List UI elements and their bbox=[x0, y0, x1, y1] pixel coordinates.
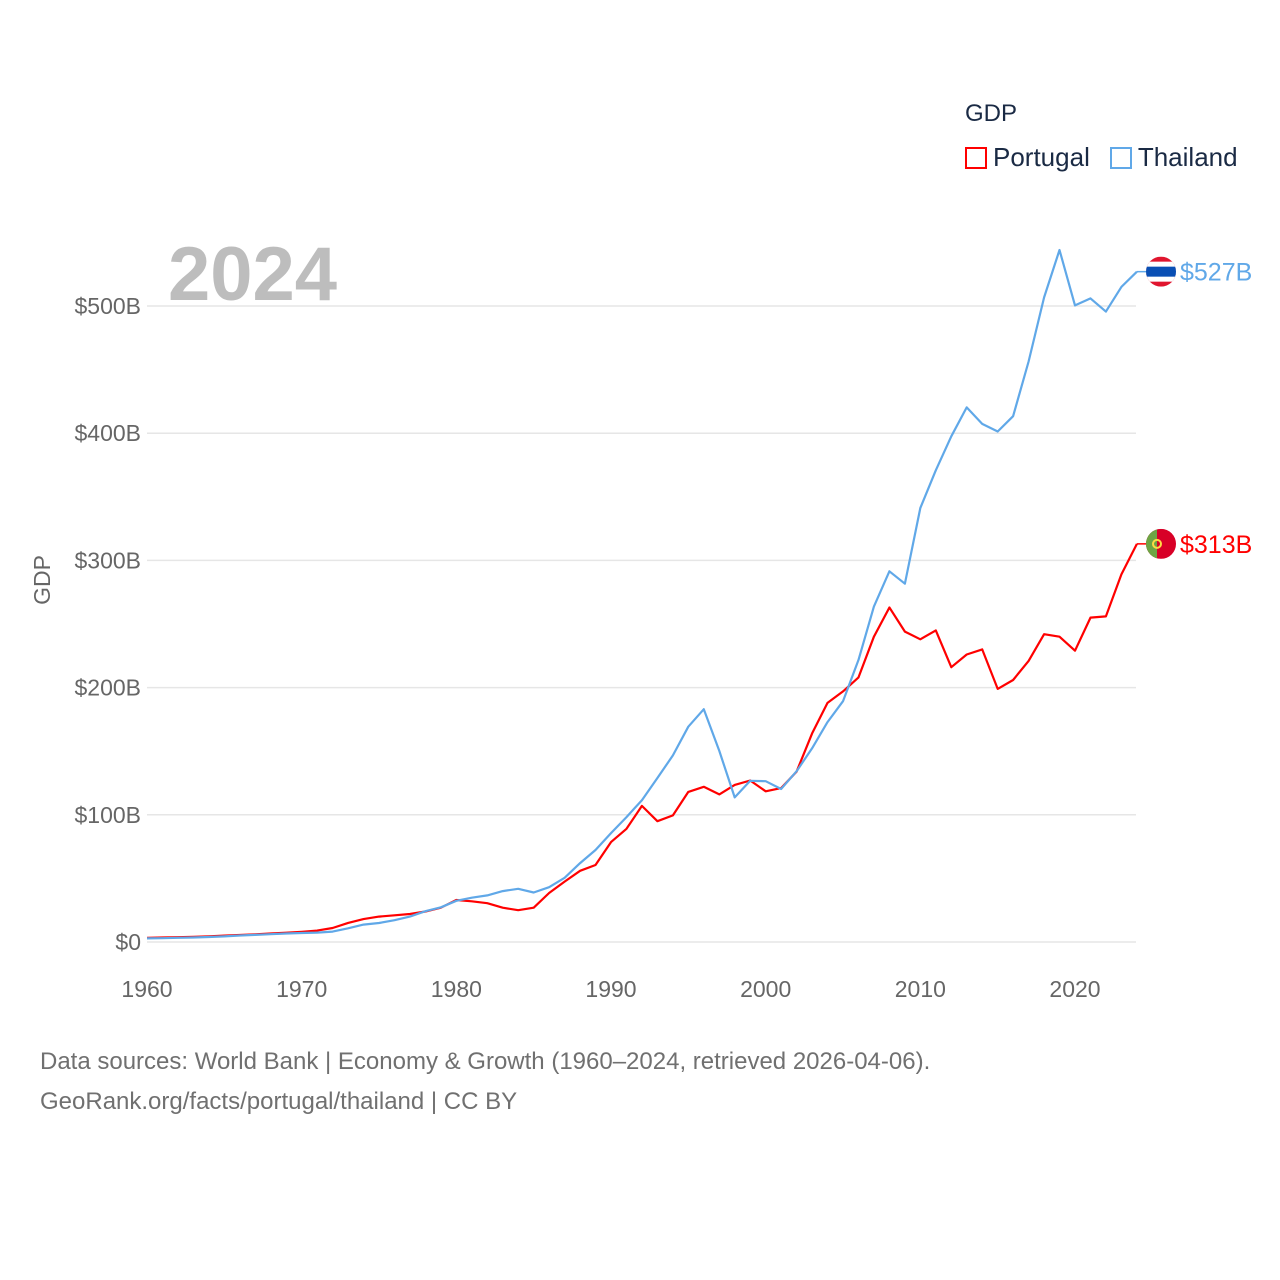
x-tick-label: 1970 bbox=[276, 976, 327, 1002]
end-value-label-portugal: $313B bbox=[1180, 531, 1252, 559]
legend-swatch-portugal bbox=[965, 146, 987, 169]
legend-item-portugal[interactable]: Portugal bbox=[965, 142, 1090, 173]
year-title: 2024 bbox=[168, 232, 337, 317]
series-line-portugal bbox=[146, 543, 1138, 939]
thailand-flag-icon bbox=[1146, 256, 1176, 287]
legend-label-thailand: Thailand bbox=[1137, 142, 1238, 172]
legend-swatch-thailand bbox=[1109, 146, 1132, 169]
footer: Data sources: World Bank | Economy & Gro… bbox=[40, 1042, 930, 1122]
footer-sources: Data sources: World Bank | Economy & Gro… bbox=[40, 1048, 931, 1075]
legend-label-portugal: Portugal bbox=[993, 142, 1090, 172]
y-tick-label: $100B bbox=[74, 802, 141, 828]
y-tick-label: $400B bbox=[74, 420, 141, 446]
y-tick-label: $500B bbox=[74, 293, 141, 319]
x-tick-label: 1960 bbox=[121, 976, 172, 1002]
x-tick-label: 2020 bbox=[1049, 976, 1100, 1002]
x-tick-label: 2010 bbox=[895, 976, 946, 1002]
y-tick-label: $0 bbox=[115, 929, 141, 955]
end-value-label-thailand: $527B bbox=[1180, 259, 1252, 287]
y-tick-label: $300B bbox=[74, 547, 141, 573]
y-tick-label: $200B bbox=[74, 675, 141, 701]
legend-title: GDP bbox=[965, 100, 1018, 127]
footer-link[interactable]: GeoRank.org/facts/portugal/thailand | CC… bbox=[40, 1088, 518, 1115]
x-tick-label: 1980 bbox=[431, 976, 482, 1002]
series-line-thailand bbox=[146, 248, 1138, 940]
y-axis-label: GDP bbox=[29, 555, 55, 605]
portugal-flag-icon bbox=[1146, 528, 1176, 559]
legend-item-thailand[interactable]: Thailand bbox=[1109, 142, 1238, 173]
x-tick-label: 2000 bbox=[740, 976, 791, 1002]
legend: Portugal Thailand bbox=[965, 142, 1238, 173]
x-tick-label: 1990 bbox=[585, 976, 636, 1002]
